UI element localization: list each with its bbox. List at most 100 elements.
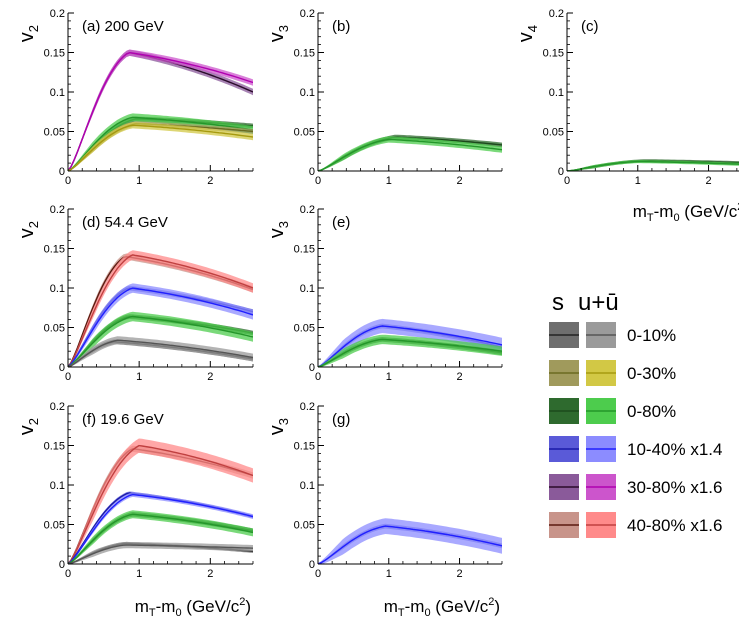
y-tick-label-b-4: 0.2	[300, 8, 315, 20]
line-e-1	[318, 325, 502, 367]
legend-label: 40-80% x1.6	[627, 516, 722, 535]
line-a-5	[68, 124, 253, 171]
x-axis-label-g: mT-m0 (GeV/c2)	[384, 596, 500, 619]
x-tick-label-a-1: 1	[136, 175, 142, 187]
panel-g: 0 0.05 0.1 0.15 0.2 0 1 2 v3 (g) mT-m0 (GeV/c2)	[266, 401, 503, 619]
line-f-3	[68, 493, 253, 564]
line-d-3	[68, 287, 253, 367]
x-tick-label-g-2: 2	[456, 568, 462, 580]
y-axis-label-f: v2	[16, 418, 41, 435]
y-tick-label-c-1: 0.05	[543, 127, 564, 139]
y-tick-label-e-3: 0.15	[294, 244, 315, 256]
series-group	[567, 159, 739, 171]
x-tick-label-a-0: 0	[65, 175, 71, 187]
panel-label-g: (g)	[332, 411, 350, 428]
band-a-0	[68, 49, 253, 171]
panel-a: 0 0.05 0.1 0.15 0.2 0 1 2 v2 (a) 200 GeV	[16, 8, 254, 187]
y-tick-label-e-1: 0.05	[294, 323, 315, 335]
x-tick-label-c-1: 1	[635, 175, 641, 187]
legend: s u+ū 0-10% 0-30% 0-80% 10-40% x1.4 30-80% x1.…	[549, 289, 722, 538]
y-tick-label-b-3: 0.15	[294, 48, 315, 60]
x-tick-label-b-2: 2	[456, 175, 462, 187]
y-tick-label-a-3: 0.15	[44, 48, 65, 60]
legend-label: 10-40% x1.4	[627, 440, 722, 459]
x-tick-label-c-2: 2	[705, 175, 711, 187]
y-tick-label-e-0: 0	[309, 362, 315, 374]
series-group	[68, 49, 253, 171]
y-tick-label-c-0: 0	[558, 166, 564, 178]
x-axis-label-f: mT-m0 (GeV/c2)	[135, 596, 251, 619]
y-tick-label-c-2: 0.1	[549, 87, 564, 99]
band-e-3	[318, 334, 502, 367]
y-tick-label-b-1: 0.05	[294, 127, 315, 139]
y-tick-label-b-0: 0	[309, 166, 315, 178]
y-tick-label-a-2: 0.1	[50, 87, 65, 99]
series-group	[318, 318, 502, 367]
legend-entry: 30-80% x1.6	[549, 474, 722, 500]
x-tick-label-a-2: 2	[207, 175, 213, 187]
y-tick-label-d-2: 0.1	[50, 283, 65, 295]
y-tick-label-d-0: 0	[59, 362, 65, 374]
y-tick-label-d-3: 0.15	[44, 244, 65, 256]
band-f-1	[68, 438, 253, 564]
band-g-1	[318, 518, 502, 564]
panel-e: 0 0.05 0.1 0.15 0.2 0 1 2 v3 (e)	[266, 204, 503, 383]
panel-c: 0 0.05 0.1 0.15 0.2 0 1 2 v4 (c) mT-m0 (GeV/c2)	[515, 8, 739, 224]
x-tick-label-e-2: 2	[456, 371, 462, 383]
band-d-5	[68, 311, 253, 367]
line-b-1	[318, 138, 502, 171]
band-d-7	[68, 336, 253, 367]
panel-label-f: (f) 19.6 GeV	[82, 411, 164, 428]
line-c-1	[567, 160, 739, 171]
panel-label-a: (a) 200 GeV	[82, 18, 164, 35]
y-tick-label-f-2: 0.1	[50, 480, 65, 492]
line-a-3	[68, 116, 253, 171]
y-tick-label-a-4: 0.2	[50, 8, 65, 20]
y-tick-label-d-1: 0.05	[44, 323, 65, 335]
y-tick-label-g-2: 0.1	[300, 480, 315, 492]
y-axis-label-a: v2	[16, 25, 41, 42]
legend-title-s: s	[552, 289, 564, 316]
x-tick-label-d-1: 1	[136, 371, 142, 383]
legend-entry: 40-80% x1.6	[549, 512, 722, 538]
band-a-3	[68, 113, 253, 171]
panel-label-b: (b)	[332, 18, 350, 35]
x-axis-label-c: mT-m0 (GeV/c2)	[633, 201, 739, 224]
x-tick-label-e-1: 1	[386, 371, 392, 383]
y-axis-label-g: v3	[266, 418, 291, 435]
x-tick-label-f-1: 1	[136, 568, 142, 580]
legend-label: 30-80% x1.6	[627, 478, 722, 497]
y-axis-label-c: v4	[515, 25, 540, 42]
line-d-7	[68, 339, 253, 367]
legend-label: 0-80%	[627, 402, 676, 421]
panel-f: 0 0.05 0.1 0.15 0.2 0 1 2 v2 (f) 19.6 GeV mT-m0 (G…	[16, 401, 254, 619]
y-tick-label-f-0: 0	[59, 559, 65, 571]
panel-label-d: (d) 54.4 GeV	[82, 214, 168, 231]
y-tick-label-e-4: 0.2	[300, 204, 315, 216]
y-tick-label-e-2: 0.1	[300, 283, 315, 295]
y-tick-label-c-3: 0.15	[543, 48, 564, 60]
y-tick-label-g-1: 0.05	[294, 520, 315, 532]
legend-title-u: u+ū	[578, 289, 619, 316]
y-axis-label-d: v2	[16, 221, 41, 238]
panel-label-e: (e)	[332, 214, 350, 231]
legend-label: 0-10%	[627, 326, 676, 345]
line-f-5	[68, 513, 253, 564]
line-a-0	[68, 51, 253, 171]
series-group	[68, 250, 253, 367]
x-tick-label-d-0: 0	[65, 371, 71, 383]
legend-entry: 0-30%	[549, 360, 676, 386]
x-tick-label-g-1: 1	[386, 568, 392, 580]
legend-entry: 0-10%	[549, 322, 676, 348]
line-f-1	[68, 444, 253, 564]
y-tick-label-d-4: 0.2	[50, 204, 65, 216]
panels-group: 0 0.05 0.1 0.15 0.2 0 1 2 v2 (a) 200 GeV 0 0.05 0.1 0…	[16, 8, 739, 619]
y-tick-label-c-4: 0.2	[549, 8, 564, 20]
line-a-1	[68, 51, 253, 171]
line-e-3	[318, 338, 502, 367]
x-tick-label-d-2: 2	[207, 371, 213, 383]
line-g-1	[318, 525, 502, 564]
y-axis-label-b: v3	[266, 25, 291, 42]
legend-label: 0-30%	[627, 364, 676, 383]
